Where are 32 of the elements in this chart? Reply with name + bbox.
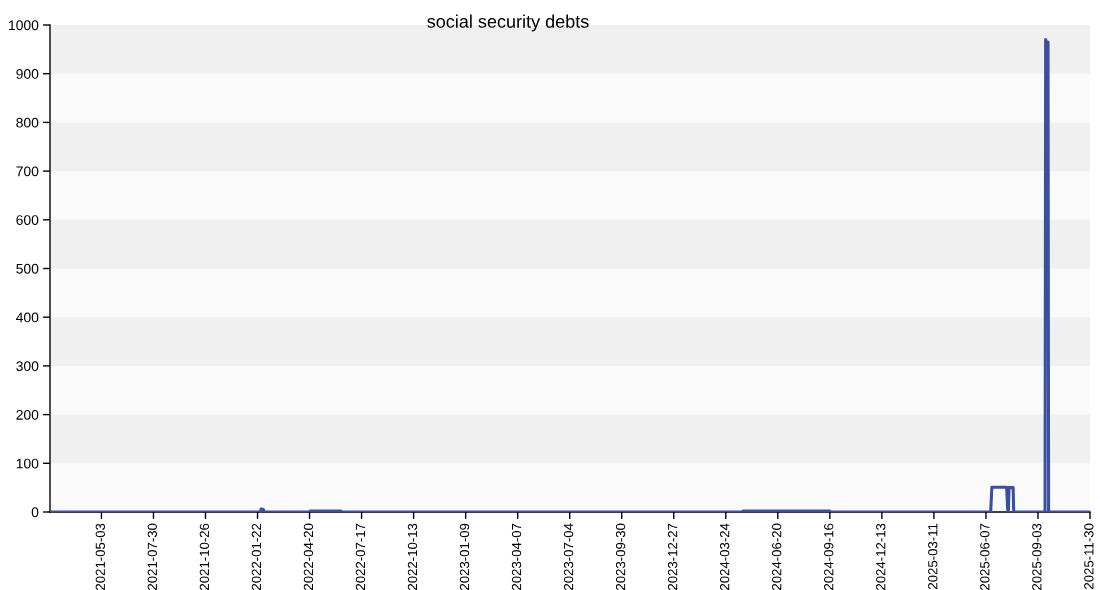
x-tick-label: 2025-09-03 [1032,523,1042,590]
x-tick-label: 2021-07-30 [147,523,158,590]
y-tick-label: 400 [16,312,39,323]
y-tick-label: 600 [16,215,39,225]
x-tick-label: 2023-04-07 [511,523,522,590]
y-tick-label: 200 [16,409,39,420]
y-tick-label: 0 [31,507,39,518]
x-tick-label: 2023-07-04 [563,523,574,590]
y-tick-label: 700 [16,166,39,177]
x-tick-label: 2023-12-27 [667,523,678,590]
x-tick-label: 2021-10-26 [199,523,210,590]
x-tick-label: 2025-11-30 [1084,523,1094,589]
x-tick-label: 2022-10-13 [407,523,418,590]
x-tick-label: 2025-06-07 [980,523,990,590]
x-tick-label: 2021-05-03 [95,523,105,590]
y-tick-label: 900 [16,69,39,79]
x-tick-label: 2024-03-24 [719,523,730,590]
y-tick-label: 1000 [9,20,39,31]
y-tick-label: 300 [16,361,39,372]
x-tick-label: 2024-09-16 [824,523,834,590]
x-tick-label: 2022-04-20 [303,523,314,590]
y-tick-label: 500 [16,263,39,274]
x-tick-label: 2024-06-20 [772,523,782,590]
x-tick-label: 2022-07-17 [355,523,366,590]
x-tick-label: 2022-01-22 [251,523,262,590]
x-tick-label: 2023-09-30 [615,523,626,590]
chart-title: social security debts [427,14,589,32]
y-tick-label: 800 [16,117,39,128]
y-tick-label: 100 [16,458,39,469]
x-tick-label: 2024-12-13 [876,523,886,590]
x-tick-label: 2025-03-11 [928,523,938,589]
x-tick-label: 2023-01-09 [459,523,470,590]
